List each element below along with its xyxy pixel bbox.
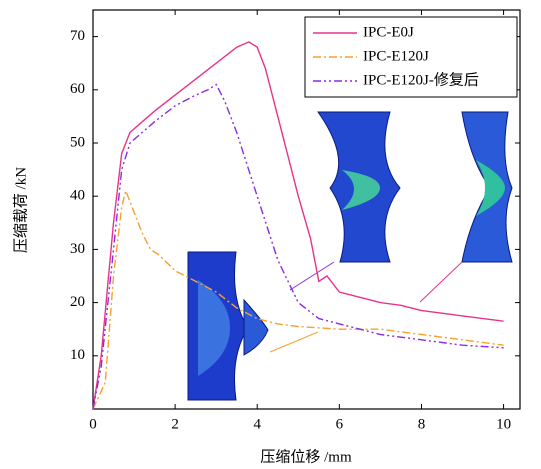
fea-insets	[188, 112, 512, 400]
annotation-arrow	[420, 262, 462, 302]
y-tick-label: 20	[70, 294, 85, 310]
y-tick-label: 70	[70, 28, 85, 44]
y-tick-label: 60	[70, 81, 85, 97]
legend-label: IPC-E120J-修复后	[363, 70, 479, 88]
x-tick-label: 10	[496, 416, 511, 432]
x-tick-label: 4	[253, 416, 261, 432]
legend-label: IPC-E0J	[363, 24, 414, 40]
chart: 压缩位移 /mm 压缩载荷 /kN 0 2 4 6 8 10 10 20 30 40 50 60 70 I…	[0, 0, 541, 469]
inset-shape	[244, 300, 268, 355]
series-line	[93, 191, 504, 409]
annotation-arrow	[270, 332, 318, 352]
x-axis-label: 压缩位移 /mm	[260, 448, 352, 465]
x-tick-label: 0	[89, 416, 97, 432]
x-tick-label: 8	[418, 416, 426, 432]
y-tick-label: 30	[70, 241, 85, 257]
y-tick-label: 50	[70, 134, 85, 150]
x-tick-label: 2	[171, 416, 179, 432]
y-tick-label: 40	[70, 188, 85, 204]
legend-label: IPC-E120J	[363, 48, 429, 64]
series-line	[93, 85, 504, 410]
y-axis-label: 压缩载荷 /kN	[12, 167, 29, 253]
y-tick-label: 10	[70, 347, 85, 363]
x-tick-label: 6	[336, 416, 344, 432]
